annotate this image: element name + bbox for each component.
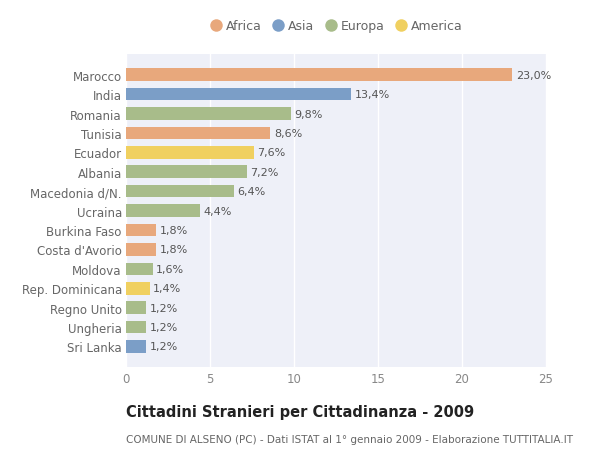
- Text: 1,6%: 1,6%: [156, 264, 184, 274]
- Bar: [126, 147, 254, 159]
- Bar: [126, 321, 146, 334]
- Text: 1,2%: 1,2%: [149, 322, 178, 332]
- Bar: [126, 224, 156, 237]
- Bar: [126, 244, 156, 256]
- Bar: [126, 263, 153, 275]
- Text: 13,4%: 13,4%: [355, 90, 390, 100]
- Text: 1,4%: 1,4%: [153, 284, 181, 294]
- Bar: [126, 89, 351, 101]
- Bar: [126, 108, 290, 121]
- Text: 1,8%: 1,8%: [160, 245, 188, 255]
- Text: 1,2%: 1,2%: [149, 303, 178, 313]
- Text: 9,8%: 9,8%: [294, 109, 322, 119]
- Bar: [126, 205, 200, 218]
- Text: 23,0%: 23,0%: [516, 71, 551, 80]
- Text: 4,4%: 4,4%: [203, 206, 232, 216]
- Text: 6,4%: 6,4%: [237, 187, 265, 197]
- Text: COMUNE DI ALSENO (PC) - Dati ISTAT al 1° gennaio 2009 - Elaborazione TUTTITALIA.: COMUNE DI ALSENO (PC) - Dati ISTAT al 1°…: [126, 434, 573, 444]
- Text: 1,8%: 1,8%: [160, 225, 188, 235]
- Bar: [126, 185, 233, 198]
- Bar: [126, 302, 146, 314]
- Bar: [126, 166, 247, 179]
- Text: 7,2%: 7,2%: [250, 168, 278, 177]
- Bar: [126, 69, 512, 82]
- Text: 7,6%: 7,6%: [257, 148, 285, 158]
- Legend: Africa, Asia, Europa, America: Africa, Asia, Europa, America: [207, 17, 465, 36]
- Bar: [126, 282, 149, 295]
- Text: 8,6%: 8,6%: [274, 129, 302, 139]
- Text: 1,2%: 1,2%: [149, 342, 178, 352]
- Text: Cittadini Stranieri per Cittadinanza - 2009: Cittadini Stranieri per Cittadinanza - 2…: [126, 404, 474, 419]
- Bar: [126, 127, 271, 140]
- Bar: [126, 341, 146, 353]
